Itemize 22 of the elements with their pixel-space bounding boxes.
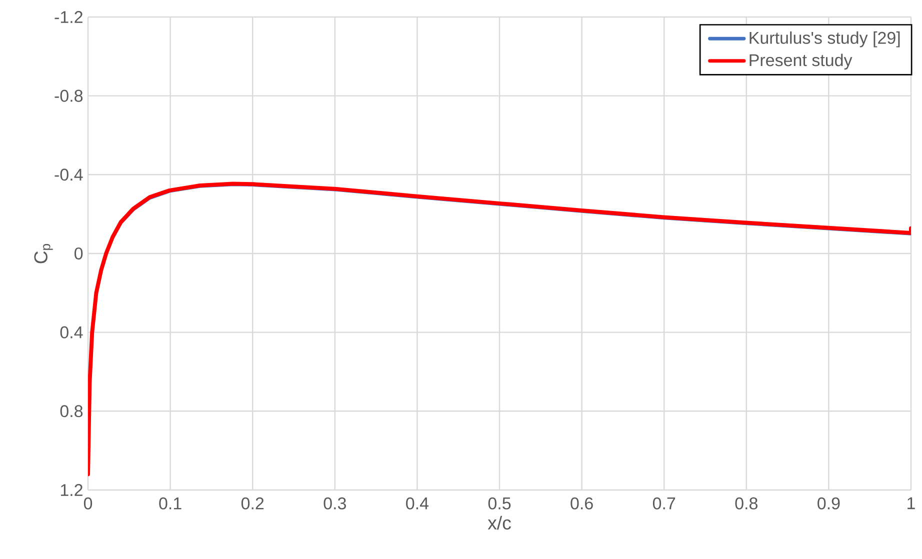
y-tick-label: -0.4 xyxy=(54,168,83,181)
y-tick-label: 1.2 xyxy=(60,484,82,496)
y-tick-label: 0.8 xyxy=(60,405,83,418)
y-tick-label: 0 xyxy=(74,247,83,260)
legend-label: Kurtulus's study [29] xyxy=(750,31,900,48)
x-tick-label: 0 xyxy=(84,497,92,510)
y-tick-label: -0.8 xyxy=(54,90,83,102)
x-tick-label: 1 xyxy=(908,497,915,510)
y-tick-label: -1.2 xyxy=(54,11,82,23)
x-tick-label: 0.6 xyxy=(570,497,593,510)
x-tick-label: 0.5 xyxy=(488,497,511,510)
x-tick-label: 0.4 xyxy=(406,497,429,510)
x-tick-label: 0.3 xyxy=(324,497,346,510)
y-tick-label: 0.4 xyxy=(60,326,83,338)
y-axis-title: C$_{p}$ xyxy=(34,244,53,264)
x-tick-label: 0.9 xyxy=(818,497,840,510)
x-tick-label: 0.8 xyxy=(735,497,758,510)
x-tick-label: 0.7 xyxy=(652,497,676,510)
x-tick-label: 0.1 xyxy=(159,497,182,510)
x-axis-title: x/c xyxy=(488,516,511,530)
x-tick-label: 0.2 xyxy=(241,497,264,510)
legend-label: Present study xyxy=(750,54,852,70)
